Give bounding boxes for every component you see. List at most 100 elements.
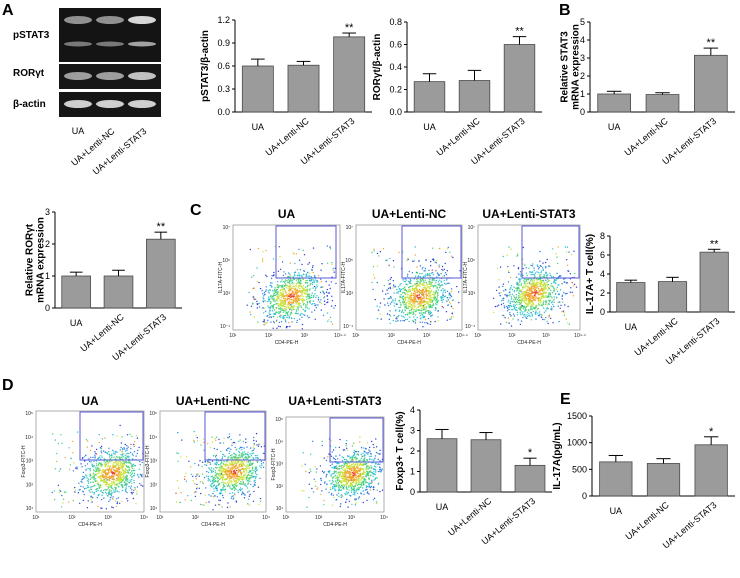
flow-event: [313, 285, 316, 288]
flow-event: [549, 279, 551, 282]
flow-event: [538, 297, 540, 299]
flow-event: [86, 480, 89, 482]
flow-event: [345, 485, 348, 488]
flow-event: [492, 311, 495, 314]
flow-event: [529, 282, 531, 284]
flow-event: [121, 454, 124, 456]
flow-event: [122, 466, 124, 468]
flow-event: [545, 266, 547, 268]
flow-event: [286, 284, 289, 287]
flow-event: [560, 304, 562, 307]
flow-event: [119, 477, 122, 479]
flow-event: [522, 311, 524, 313]
flow-event: [226, 474, 228, 476]
flow-event: [111, 475, 113, 477]
flow-event: [436, 259, 438, 262]
flow-event: [289, 273, 291, 276]
flow-event: [331, 463, 333, 465]
flow-event: [449, 301, 451, 303]
flow-event: [412, 313, 415, 315]
flow-event: [411, 301, 413, 303]
flow-event: [51, 491, 53, 494]
flow-event: [260, 463, 263, 465]
flow-event: [516, 284, 519, 286]
flow-event: [327, 298, 329, 301]
flow-event: [273, 322, 275, 324]
flow-event: [221, 456, 224, 458]
flow-event: [139, 464, 141, 466]
flow-event: [203, 476, 206, 479]
flow-event: [202, 438, 205, 440]
flow-event: [243, 464, 245, 466]
flow-event: [104, 451, 107, 453]
flow-event: [411, 272, 414, 274]
flow-event: [566, 259, 568, 261]
flow-event: [536, 291, 538, 294]
flow-event: [314, 466, 316, 468]
flow-event: [525, 272, 528, 274]
flow-event: [247, 451, 249, 453]
flow-event: [269, 314, 271, 316]
flow-event: [375, 471, 377, 473]
flow-event: [553, 279, 555, 281]
flow-event: [313, 309, 316, 311]
flow-event: [320, 278, 322, 280]
flow-event: [381, 290, 384, 292]
flow-event: [120, 467, 123, 469]
flow-event: [211, 471, 213, 473]
flow-event: [527, 286, 529, 289]
flow-event: [247, 460, 250, 462]
flow-event: [291, 305, 293, 307]
flow-event: [240, 474, 242, 476]
flow-event: [414, 301, 417, 303]
flow-event: [299, 287, 301, 290]
flow-event: [520, 291, 522, 293]
flow-event: [387, 304, 390, 307]
flow-event: [394, 286, 396, 288]
flow-event: [235, 482, 237, 485]
flow-event: [499, 266, 502, 268]
flow-event: [528, 294, 530, 296]
flow-event: [116, 470, 118, 473]
flow-event: [344, 484, 347, 486]
flow-event: [529, 308, 531, 310]
flow-event: [97, 466, 99, 468]
flow-event: [99, 486, 101, 488]
flow-event: [408, 270, 410, 273]
flow-event: [246, 503, 249, 505]
flow-event: [527, 293, 529, 295]
flow-event: [288, 317, 290, 319]
flow-event: [527, 300, 529, 302]
flow-event: [419, 290, 421, 292]
flow-event: [531, 300, 534, 302]
flow-y-tick: 10⁻¹: [220, 324, 230, 330]
flow-event: [116, 451, 118, 453]
flow-event: [533, 273, 535, 276]
flow-event: [255, 440, 258, 442]
flow-event: [203, 504, 205, 506]
flow-event: [291, 303, 293, 305]
flow-event: [344, 478, 347, 481]
flow-event: [221, 473, 224, 476]
flow-event: [196, 473, 198, 476]
flow-event: [521, 289, 523, 291]
flow-event: [254, 475, 256, 478]
flow-event: [425, 292, 427, 294]
flow-event: [93, 469, 95, 472]
flow-event: [517, 288, 519, 290]
flow-event: [293, 285, 295, 288]
flow-event: [410, 306, 413, 309]
flow-event: [233, 463, 236, 465]
flow-event: [545, 316, 547, 319]
western-blot: pSTAT3 RORγt β-actin UAUA+Lenti-NCUA+Len…: [13, 8, 161, 177]
flow-event: [532, 298, 535, 300]
flow-event: [424, 267, 426, 270]
flow-event: [111, 478, 113, 480]
flow-event: [246, 464, 248, 466]
flow-event: [121, 470, 124, 472]
flow-event: [212, 492, 214, 495]
flow-event: [330, 473, 332, 475]
flow-event: [316, 279, 318, 282]
flow-event: [237, 471, 240, 473]
flow-event: [519, 312, 521, 314]
